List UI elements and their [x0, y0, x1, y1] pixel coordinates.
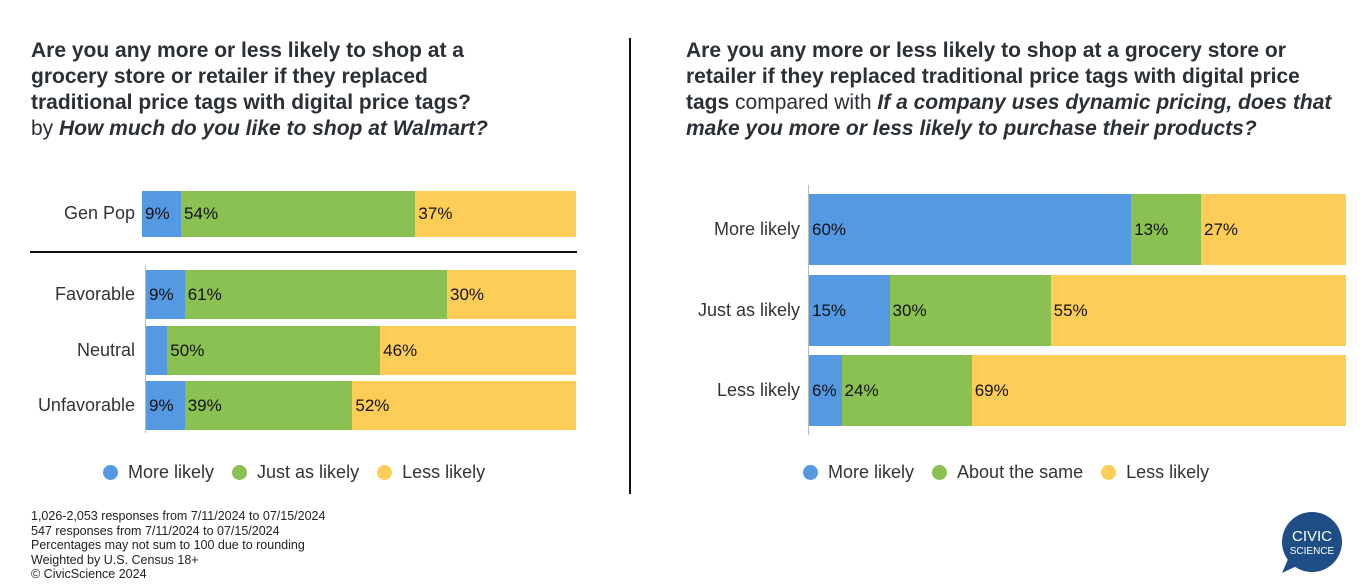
- legend-dot-icon: [377, 465, 393, 480]
- footnote: 547 responses from 7/11/2024 to 07/15/20…: [31, 523, 280, 538]
- svg-text:CIVIC: CIVIC: [1292, 528, 1332, 545]
- bar-segment-less-likely: 52%: [352, 381, 576, 430]
- legend-dot-icon: [1101, 465, 1117, 480]
- bar-segment-less-likely: 55%: [1050, 275, 1346, 346]
- bar-row: 60% 13% 27%: [809, 194, 1346, 265]
- bar-row: 9% 39% 52%: [146, 381, 576, 430]
- legend-item: About the same: [932, 462, 1083, 483]
- left-title-by: by: [31, 117, 60, 140]
- footnote: Weighted by U.S. Census 18+: [31, 552, 199, 567]
- legend-dot-icon: [803, 465, 818, 480]
- legend-label: Less likely: [1126, 462, 1210, 482]
- bar-segment-more-likely: 9%: [146, 381, 185, 430]
- bar-row: 6% 24% 69%: [809, 355, 1346, 426]
- bar-segment-less-likely: 46%: [380, 326, 576, 375]
- divider: [629, 38, 631, 494]
- right-axis-line: [808, 185, 809, 435]
- left-axis-line: [145, 265, 146, 433]
- bar-row: 15% 30% 55%: [809, 275, 1346, 346]
- right-title-italic: If a company uses dynamic pricing, does …: [686, 91, 1332, 140]
- right-title-main: Are you any more or less likely to shop …: [686, 39, 1300, 114]
- bar-segment-just-as-likely: 50%: [167, 326, 381, 375]
- bar-segment-about-the-same: 13%: [1131, 194, 1201, 265]
- left-legend: More likely Just as likely Less likely: [103, 462, 503, 483]
- legend-dot-icon: [932, 465, 948, 480]
- footnote: 1,026-2,053 responses from 7/11/2024 to …: [31, 509, 326, 523]
- bar-segment-about-the-same: 24%: [841, 355, 972, 426]
- legend-label: More likely: [128, 462, 215, 482]
- bar-segment-just-as-likely: 61%: [184, 270, 447, 319]
- category-label: More likely: [713, 218, 800, 239]
- bar-segment-more-likely: 60%: [809, 194, 1132, 265]
- legend-item: More likely: [803, 462, 914, 483]
- category-label: Just as likely: [697, 299, 800, 320]
- bar-segment-more-likely: 15%: [809, 275, 890, 346]
- legend-label: Just as likely: [257, 462, 360, 482]
- legend-label: About the same: [957, 462, 1084, 482]
- category-label: Neutral: [76, 339, 135, 360]
- footnote: © CivicScience 2024: [31, 567, 147, 581]
- bar-segment-just-as-likely: 54%: [181, 191, 416, 237]
- legend-dot-icon: [103, 465, 118, 480]
- civicscience-logo: CIVIC SCIENCE: [1282, 512, 1342, 573]
- right-title-mid: compared with: [729, 91, 878, 114]
- bar-segment-more-likely: 9%: [142, 191, 182, 237]
- legend-label: Less likely: [402, 462, 486, 482]
- bar-row: 9% 54% 37%: [142, 191, 576, 237]
- legend-item: Just as likely: [232, 462, 359, 483]
- bar-row: 50% 46%: [146, 326, 576, 375]
- left-separator-line: [30, 251, 577, 253]
- bar-segment-less-likely: 37%: [415, 191, 576, 237]
- bar-row: 9% 61% 30%: [146, 270, 576, 319]
- bar-segment-less-likely: 27%: [1200, 194, 1346, 265]
- bar-segment-less-likely: 69%: [971, 355, 1346, 426]
- bar-segment-more-likely: 9%: [146, 270, 185, 319]
- category-label: Less likely: [716, 379, 800, 400]
- right-chart-title: Are you any more or less likely to shop …: [686, 38, 1336, 142]
- bar-segment-about-the-same: 30%: [889, 275, 1051, 346]
- svg-text:SCIENCE: SCIENCE: [1290, 546, 1335, 557]
- legend-label: More likely: [828, 462, 915, 482]
- legend-item: More likely: [103, 462, 214, 483]
- legend-dot-icon: [232, 465, 248, 480]
- bar-segment-more-likely: 6%: [809, 355, 842, 426]
- footnotes: 1,026-2,053 responses from 7/11/2024 to …: [31, 509, 325, 582]
- bar-segment-more-likely: [146, 326, 168, 375]
- bar-segment-just-as-likely: 39%: [184, 381, 353, 430]
- right-legend: More likely About the same Less likely: [803, 462, 1227, 483]
- footnote: Percentages may not sum to 100 due to ro…: [31, 538, 305, 552]
- legend-item: Less likely: [377, 462, 485, 483]
- category-label: Unfavorable: [37, 394, 135, 415]
- category-label: Gen Pop: [63, 203, 135, 223]
- legend-item: Less likely: [1101, 462, 1209, 483]
- left-chart-title: Are you any more or less likely to shop …: [31, 38, 531, 142]
- bar-segment-less-likely: 30%: [446, 270, 576, 319]
- left-title-italic: How much do you like to shop at Walmart?: [59, 117, 488, 140]
- left-title-main: Are you any more or less likely to shop …: [31, 39, 471, 114]
- category-label: Favorable: [54, 283, 135, 304]
